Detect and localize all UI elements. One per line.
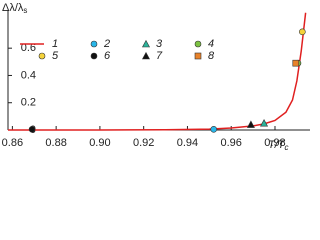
legend-label: 4 [208,38,214,50]
legend-label: 2 [103,38,110,50]
legend-label: 3 [156,38,163,50]
legend-swatch [141,39,151,48]
point [28,126,36,133]
point [299,28,306,36]
point [292,59,300,67]
chart: Δλ/λs T/Tc 0.86 0.88 0.90 0.92 0.94 0.96 0.98 0… [2,2,310,152]
x-tick-label: 0.96 [221,137,242,149]
legend-label: 8 [208,50,215,62]
y-tick-label: 0.4 [21,69,36,81]
legend-swatch [194,40,202,48]
legend-swatch [90,52,98,60]
legend-label: 5 [52,50,59,62]
legend-swatch [141,51,151,60]
x-tick-label: 0.92 [133,137,154,149]
legend-swatch [38,52,46,60]
point [260,119,269,127]
legend-label: 7 [156,50,163,62]
x-tick-label: 0.98 [264,137,285,149]
y-axis-label: Δλ/λs [2,2,27,15]
x-tick-label: 0.90 [89,137,110,149]
point [210,126,218,133]
x-tick-label: 0.86 [2,137,23,149]
x-axis-label: T/Tc [268,139,289,152]
y-tick-label: 0.6 [21,42,36,54]
x-tick-label: 0.94 [177,137,198,149]
point [246,120,255,128]
curve [8,12,307,131]
y-tick-label: 0.2 [21,97,36,109]
legend-swatch [90,40,98,48]
legend-swatch [194,52,202,60]
legend-label: 6 [104,50,111,62]
x-tick-label: 0.88 [45,137,66,149]
legend-label: 1 [52,38,58,50]
